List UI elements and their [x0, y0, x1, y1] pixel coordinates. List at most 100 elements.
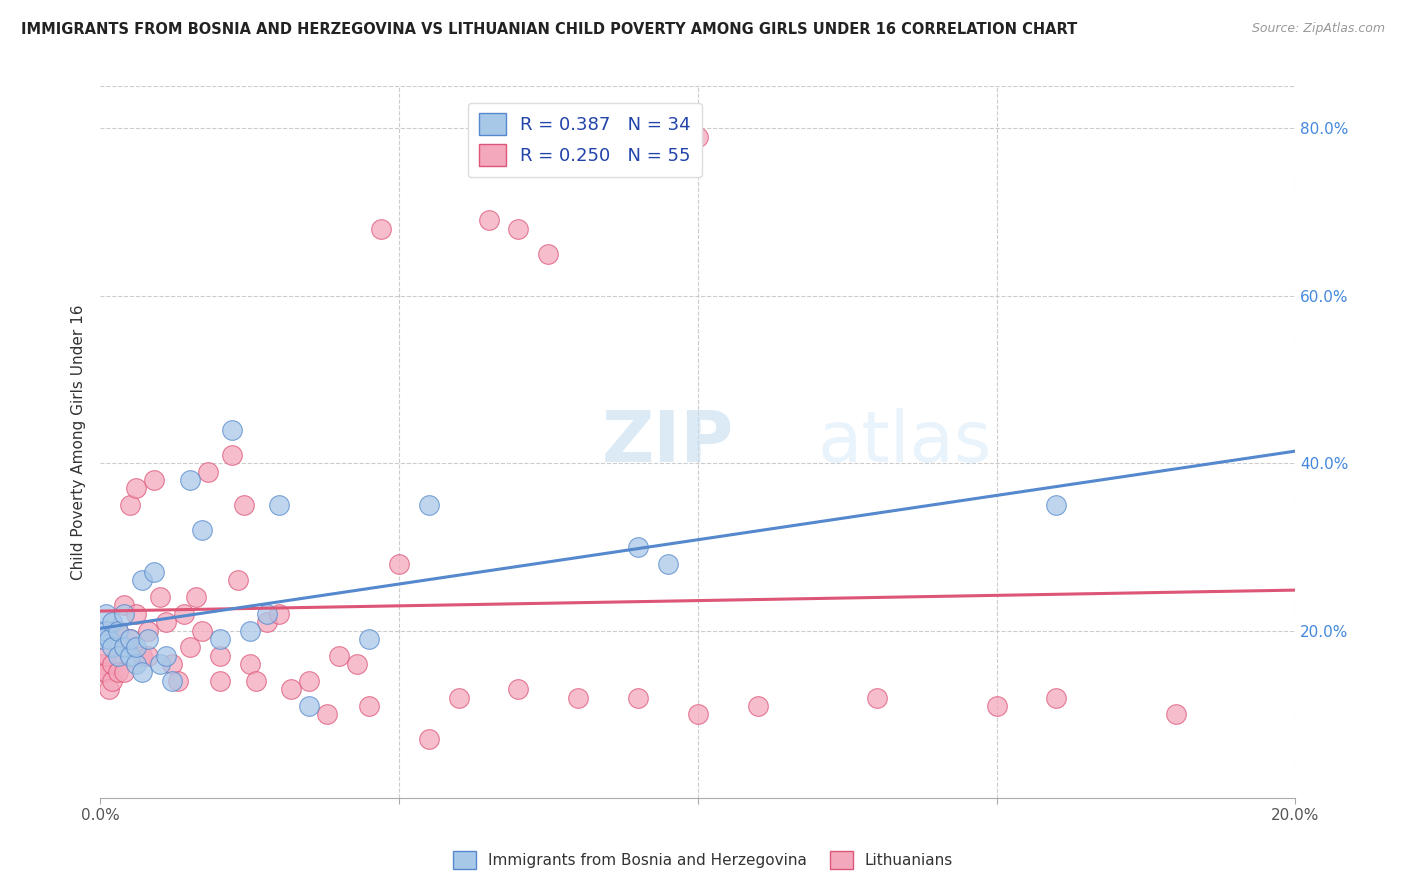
Legend: R = 0.387   N = 34, R = 0.250   N = 55: R = 0.387 N = 34, R = 0.250 N = 55	[468, 103, 702, 178]
Point	[101, 673, 124, 688]
Point	[160, 673, 183, 688]
Point	[107, 624, 129, 638]
Point	[118, 632, 141, 646]
Point	[101, 657, 124, 672]
Point	[94, 607, 117, 621]
Point	[567, 690, 589, 705]
Point	[125, 640, 148, 655]
Point	[98, 682, 121, 697]
Point	[112, 640, 135, 655]
Point	[280, 682, 302, 697]
Point	[208, 648, 231, 663]
Point	[155, 615, 177, 630]
Point	[179, 640, 201, 655]
Point	[107, 648, 129, 663]
Point	[298, 698, 321, 713]
Point	[418, 498, 440, 512]
Point	[91, 632, 114, 646]
Point	[238, 657, 260, 672]
Point	[747, 698, 769, 713]
Point	[298, 673, 321, 688]
Point	[107, 624, 129, 638]
Point	[986, 698, 1008, 713]
Point	[166, 673, 188, 688]
Point	[208, 632, 231, 646]
Point	[686, 129, 709, 144]
Point	[627, 690, 650, 705]
Point	[136, 632, 159, 646]
Point	[370, 221, 392, 235]
Point	[245, 673, 267, 688]
Point	[190, 624, 212, 638]
Point	[94, 665, 117, 680]
Point	[149, 657, 172, 672]
Point	[537, 247, 560, 261]
Point	[447, 690, 470, 705]
Point	[346, 657, 368, 672]
Point	[232, 498, 254, 512]
Point	[131, 574, 153, 588]
Point	[125, 607, 148, 621]
Point	[190, 523, 212, 537]
Point	[94, 648, 117, 663]
Point	[136, 624, 159, 638]
Point	[388, 557, 411, 571]
Point	[112, 665, 135, 680]
Point	[226, 574, 249, 588]
Point	[112, 607, 135, 621]
Point	[328, 648, 350, 663]
Point	[136, 648, 159, 663]
Point	[627, 540, 650, 554]
Point	[90, 657, 112, 672]
Text: ZIP: ZIP	[602, 408, 734, 476]
Text: IMMIGRANTS FROM BOSNIA AND HERZEGOVINA VS LITHUANIAN CHILD POVERTY AMONG GIRLS U: IMMIGRANTS FROM BOSNIA AND HERZEGOVINA V…	[21, 22, 1077, 37]
Point	[118, 648, 141, 663]
Point	[508, 682, 530, 697]
Point	[418, 732, 440, 747]
Point	[1164, 707, 1187, 722]
Point	[866, 690, 889, 705]
Point	[142, 565, 165, 579]
Point	[131, 665, 153, 680]
Point	[91, 665, 114, 680]
Point	[256, 607, 278, 621]
Point	[208, 673, 231, 688]
Point	[131, 648, 153, 663]
Point	[1045, 498, 1067, 512]
Point	[173, 607, 195, 621]
Point	[142, 473, 165, 487]
Point	[221, 423, 243, 437]
Text: atlas: atlas	[817, 408, 991, 476]
Point	[94, 624, 117, 638]
Point	[508, 221, 530, 235]
Point	[160, 657, 183, 672]
Point	[179, 473, 201, 487]
Text: Source: ZipAtlas.com: Source: ZipAtlas.com	[1251, 22, 1385, 36]
Y-axis label: Child Poverty Among Girls Under 16: Child Poverty Among Girls Under 16	[72, 304, 86, 580]
Point	[197, 465, 219, 479]
Point	[1045, 690, 1067, 705]
Point	[269, 498, 291, 512]
Point	[359, 632, 381, 646]
Legend: Immigrants from Bosnia and Herzegovina, Lithuanians: Immigrants from Bosnia and Herzegovina, …	[447, 845, 959, 875]
Point	[221, 448, 243, 462]
Point	[107, 665, 129, 680]
Point	[184, 590, 207, 604]
Point	[316, 707, 339, 722]
Point	[155, 648, 177, 663]
Point	[118, 632, 141, 646]
Point	[269, 607, 291, 621]
Point	[256, 615, 278, 630]
Point	[149, 590, 172, 604]
Point	[118, 498, 141, 512]
Point	[125, 657, 148, 672]
Point	[101, 640, 124, 655]
Point	[98, 632, 121, 646]
Point	[478, 213, 501, 227]
Point	[657, 557, 679, 571]
Point	[238, 624, 260, 638]
Point	[125, 481, 148, 495]
Point	[686, 707, 709, 722]
Point	[359, 698, 381, 713]
Point	[112, 599, 135, 613]
